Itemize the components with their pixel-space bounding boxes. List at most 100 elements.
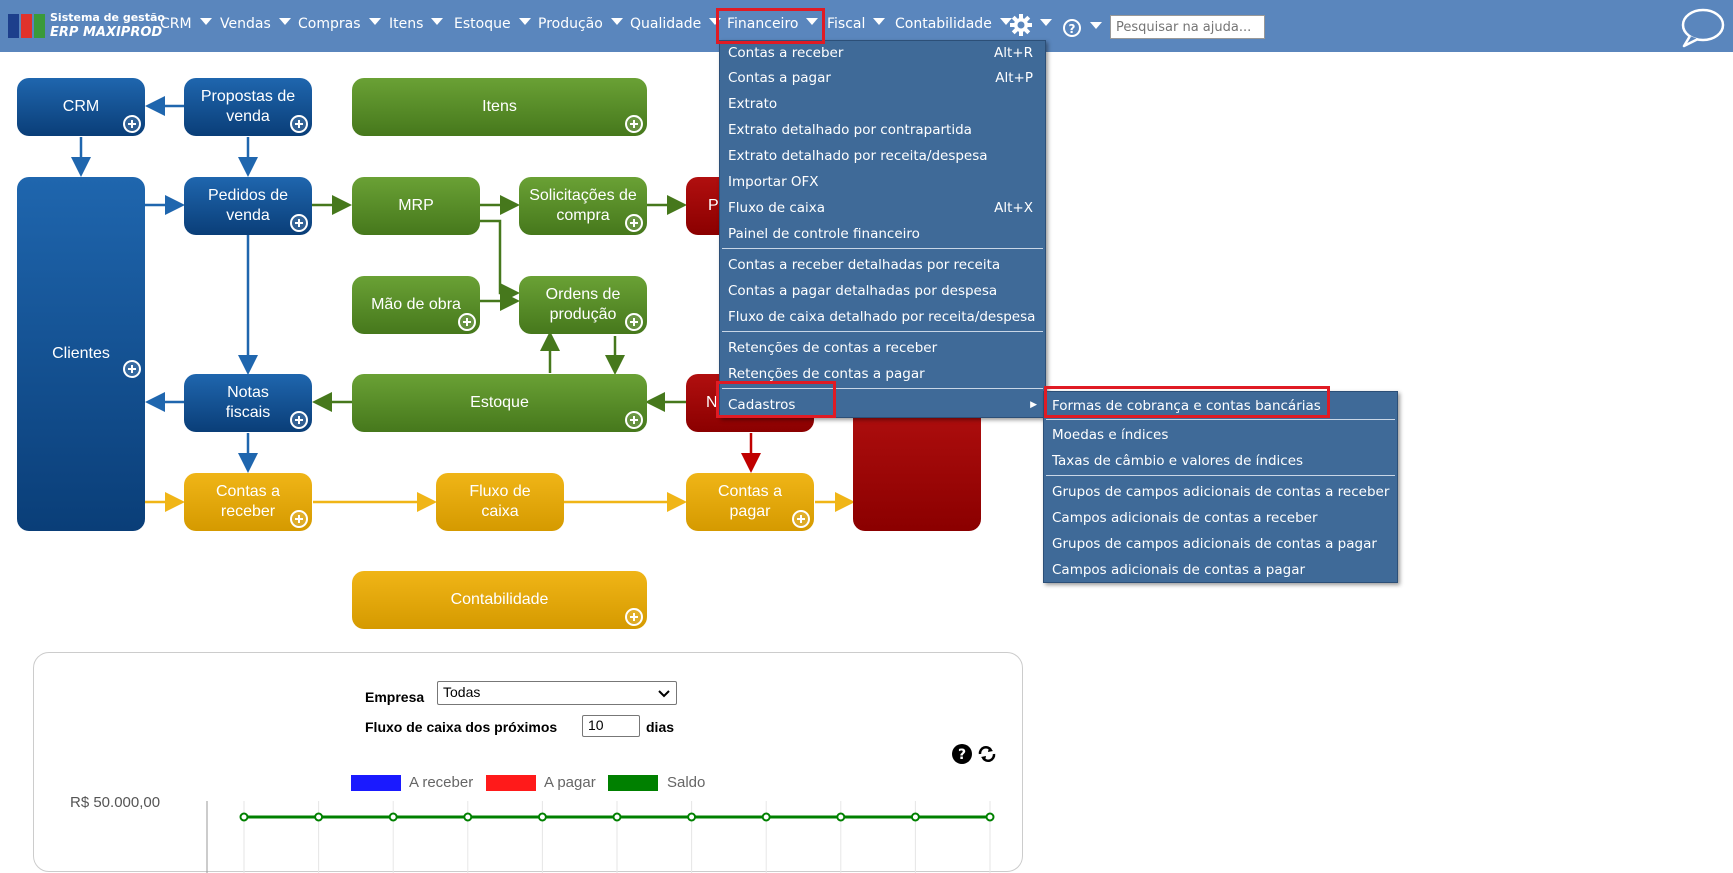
logo-line1: Sistema de gestão — [50, 11, 165, 24]
saldo-data-point[interactable] — [910, 812, 920, 822]
financeiro-menu-item[interactable]: Retenções de contas a pagar — [728, 366, 925, 382]
saldo-data-point[interactable] — [687, 812, 697, 822]
help-menu[interactable]: ? — [1062, 18, 1102, 40]
flow-contas-a-receber[interactable]: Contas a receber — [184, 473, 312, 531]
flow-contas-a-pagar[interactable]: Contas a pagar — [686, 473, 814, 531]
dias-input[interactable]: 10 — [582, 715, 640, 737]
flow-notas-fiscais[interactable]: Notas fiscais — [184, 374, 312, 432]
add-ordens-icon[interactable] — [625, 313, 643, 331]
caret-down-icon — [709, 18, 722, 25]
financeiro-menu-item[interactable]: Contas a receber Alt+R — [720, 41, 1045, 65]
legend-label-saldo: Saldo — [667, 774, 706, 791]
add-propostas-icon[interactable] — [290, 115, 308, 133]
financeiro-menu-item[interactable]: Fluxo de caixa detalhado por receita/des… — [728, 309, 1036, 325]
nav-qualidade[interactable]: Qualidade — [630, 16, 722, 38]
flow-propostas-de-venda[interactable]: Propostas de venda — [184, 78, 312, 136]
cadastros-menu-item[interactable]: Taxas de câmbio e valores de índices — [1052, 453, 1304, 469]
nav-producao[interactable]: Produção — [538, 16, 623, 38]
financeiro-menu-item[interactable]: Cadastros ▶ — [720, 393, 1045, 417]
flow-ordens-de-producao[interactable]: Ordens de produção — [519, 276, 647, 334]
add-mao-de-obra-icon[interactable] — [458, 313, 476, 331]
saldo-data-point[interactable] — [388, 812, 398, 822]
add-estoque-icon[interactable] — [625, 411, 643, 429]
flow-fornecedores-partial[interactable] — [853, 400, 981, 531]
saldo-data-point[interactable] — [985, 812, 995, 822]
flow-pedidos-de-venda[interactable]: Pedidos de venda — [184, 177, 312, 235]
legend-label-receber: A receber — [409, 774, 474, 791]
flow-mao-de-obra[interactable]: Mão de obra — [352, 276, 480, 334]
cadastros-menu-item[interactable]: Campos adicionais de contas a receber — [1052, 510, 1318, 526]
cadastros-menu-item[interactable]: Campos adicionais de contas a pagar — [1052, 562, 1306, 578]
add-contas-pagar-icon[interactable] — [792, 510, 810, 528]
legend-swatch-receber — [351, 775, 401, 791]
cadastros-submenu: Formas de cobrança e contas bancárias Moe… — [1043, 391, 1398, 583]
menu-separator — [722, 248, 1043, 249]
flow-clientes[interactable]: Clientes — [17, 177, 145, 531]
saldo-data-point[interactable] — [463, 812, 473, 822]
cadastros-menu-item[interactable]: Grupos de campos adicionais de contas a … — [1052, 536, 1377, 552]
legend-label-pagar: A pagar — [544, 774, 596, 791]
legend-swatch-pagar — [486, 775, 536, 791]
settings-menu[interactable] — [1010, 14, 1052, 36]
financeiro-menu-item[interactable]: Painel de controle financeiro — [728, 226, 920, 242]
financeiro-menu-item[interactable]: Extrato — [728, 96, 778, 112]
financeiro-menu-item[interactable]: Retenções de contas a receber — [728, 340, 938, 356]
menu-separator — [722, 331, 1043, 332]
saldo-data-point[interactable] — [612, 812, 622, 822]
flow-mrp[interactable]: MRP — [352, 177, 480, 235]
add-crm-icon[interactable] — [123, 115, 141, 133]
app-logo[interactable]: Sistema de gestão ERP MAXIPROD — [6, 8, 165, 44]
flow-estoque[interactable]: Estoque — [352, 374, 647, 432]
menu-separator — [1046, 419, 1395, 420]
help-search-input[interactable] — [1110, 15, 1265, 39]
caret-down-icon — [278, 18, 291, 25]
saldo-data-point[interactable] — [761, 812, 771, 822]
financeiro-menu-item[interactable]: Extrato detalhado por receita/despesa — [728, 148, 988, 164]
refresh-icon[interactable] — [977, 745, 997, 763]
caret-down-icon — [1090, 22, 1102, 29]
add-solicitacoes-icon[interactable] — [625, 214, 643, 232]
financeiro-menu-item[interactable]: Contas a receber detalhadas por receita — [728, 257, 1001, 273]
add-contabilidade-icon[interactable] — [625, 608, 643, 626]
help-circle-icon[interactable]: ? — [951, 743, 973, 765]
svg-text:?: ? — [958, 747, 966, 763]
nav-itens[interactable]: Itens — [389, 16, 444, 38]
nav-vendas[interactable]: Vendas — [220, 16, 291, 38]
empresa-select[interactable]: Todas — [437, 681, 677, 705]
saldo-data-point[interactable] — [537, 812, 547, 822]
add-pedidos-icon[interactable] — [290, 214, 308, 232]
nav-fiscal[interactable]: Fiscal — [827, 16, 886, 38]
financeiro-menu-item[interactable]: Contas a pagar detalhadas por despesa — [728, 283, 998, 299]
add-contas-receber-icon[interactable] — [290, 510, 308, 528]
financeiro-menu-item[interactable]: Importar OFX — [728, 174, 819, 190]
caret-down-icon — [1040, 19, 1052, 26]
flow-fluxo-de-caixa[interactable]: Fluxo de caixa — [436, 473, 564, 531]
logo-line2: ERP MAXIPROD — [50, 25, 163, 40]
add-notas-icon[interactable] — [290, 411, 308, 429]
legend-swatch-saldo — [608, 775, 658, 791]
nav-compras[interactable]: Compras — [298, 16, 381, 38]
caret-down-icon — [999, 18, 1012, 25]
help-icon: ? — [1063, 19, 1081, 37]
financeiro-menu-item[interactable]: Extrato detalhado por contrapartida — [728, 122, 972, 138]
flow-crm[interactable]: CRM — [17, 78, 145, 136]
add-clientes-icon[interactable] — [123, 360, 141, 378]
financeiro-menu-item[interactable]: Fluxo de caixa Alt+X — [720, 196, 1045, 220]
chat-bubble-icon[interactable] — [1678, 6, 1726, 48]
nav-estoque[interactable]: Estoque — [454, 16, 531, 38]
flow-contabilidade[interactable]: Contabilidade — [352, 571, 647, 629]
cadastros-menu-item[interactable]: Moedas e índices — [1052, 427, 1169, 443]
flow-solicitacoes-de-compra[interactable]: Solicitações de compra — [519, 177, 647, 235]
add-itens-icon[interactable] — [625, 115, 643, 133]
nav-financeiro[interactable]: Financeiro — [727, 16, 819, 38]
nav-contabilidade[interactable]: Contabilidade — [895, 16, 1012, 38]
cadastros-menu-item[interactable]: Formas de cobrança e contas bancárias — [1052, 398, 1321, 414]
saldo-data-point[interactable] — [836, 812, 846, 822]
nav-crm[interactable]: CRM — [160, 16, 212, 38]
financeiro-menu-item[interactable]: Contas a pagar Alt+P — [720, 66, 1045, 90]
saldo-data-point[interactable] — [239, 812, 249, 822]
logo-icon — [8, 14, 45, 38]
cadastros-menu-item[interactable]: Grupos de campos adicionais de contas a … — [1052, 484, 1390, 500]
saldo-data-point[interactable] — [314, 812, 324, 822]
flow-itens[interactable]: Itens — [352, 78, 647, 136]
